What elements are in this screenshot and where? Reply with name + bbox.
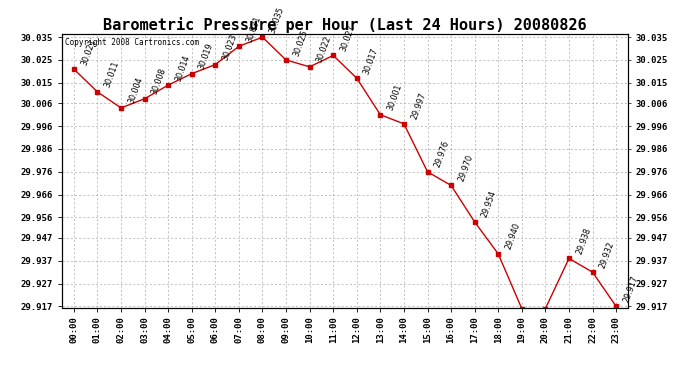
Text: 30.031: 30.031 bbox=[244, 15, 262, 44]
Text: 30.004: 30.004 bbox=[126, 76, 144, 105]
Text: 30.001: 30.001 bbox=[386, 83, 404, 112]
Text: 29.954: 29.954 bbox=[480, 190, 498, 219]
Text: 30.023: 30.023 bbox=[221, 33, 239, 62]
Text: 30.008: 30.008 bbox=[150, 67, 168, 96]
Text: 30.017: 30.017 bbox=[362, 46, 380, 75]
Text: 30.035: 30.035 bbox=[268, 5, 286, 34]
Text: 29.916: 29.916 bbox=[0, 374, 1, 375]
Text: 30.014: 30.014 bbox=[174, 53, 192, 82]
Text: 30.011: 30.011 bbox=[103, 60, 121, 89]
Text: 30.025: 30.025 bbox=[292, 28, 310, 57]
Text: 29.970: 29.970 bbox=[457, 153, 475, 183]
Text: 29.976: 29.976 bbox=[433, 140, 451, 169]
Title: Barometric Pressure per Hour (Last 24 Hours) 20080826: Barometric Pressure per Hour (Last 24 Ho… bbox=[104, 16, 586, 33]
Text: Copyright 2008 Cartronics.com: Copyright 2008 Cartronics.com bbox=[65, 38, 199, 47]
Text: 29.997: 29.997 bbox=[409, 92, 428, 121]
Text: 30.022: 30.022 bbox=[315, 35, 333, 64]
Text: 29.940: 29.940 bbox=[504, 222, 522, 251]
Text: 29.932: 29.932 bbox=[598, 240, 616, 269]
Text: 30.027: 30.027 bbox=[339, 24, 357, 52]
Text: 30.019: 30.019 bbox=[197, 42, 215, 71]
Text: 30.021: 30.021 bbox=[79, 37, 97, 66]
Text: 29.917: 29.917 bbox=[622, 274, 640, 304]
Text: 29.916: 29.916 bbox=[0, 374, 1, 375]
Text: 29.938: 29.938 bbox=[575, 226, 593, 256]
